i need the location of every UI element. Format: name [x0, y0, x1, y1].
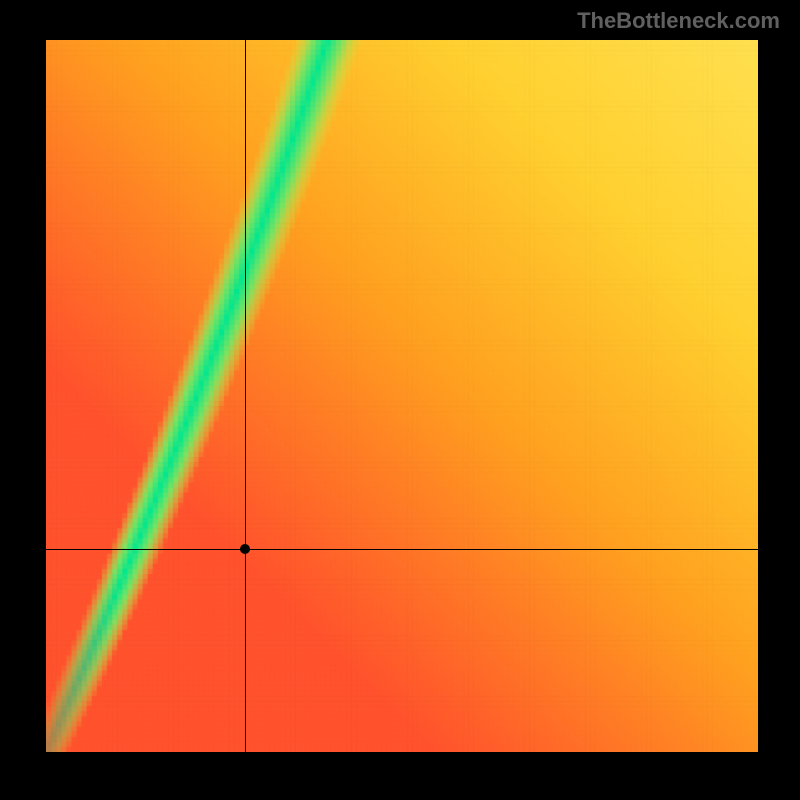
watermark-text: TheBottleneck.com: [577, 8, 780, 34]
heatmap-canvas: [46, 40, 758, 752]
crosshair-vertical: [245, 40, 246, 752]
heatmap-chart: [46, 40, 758, 752]
marker-point: [240, 544, 250, 554]
crosshair-horizontal: [46, 549, 758, 550]
